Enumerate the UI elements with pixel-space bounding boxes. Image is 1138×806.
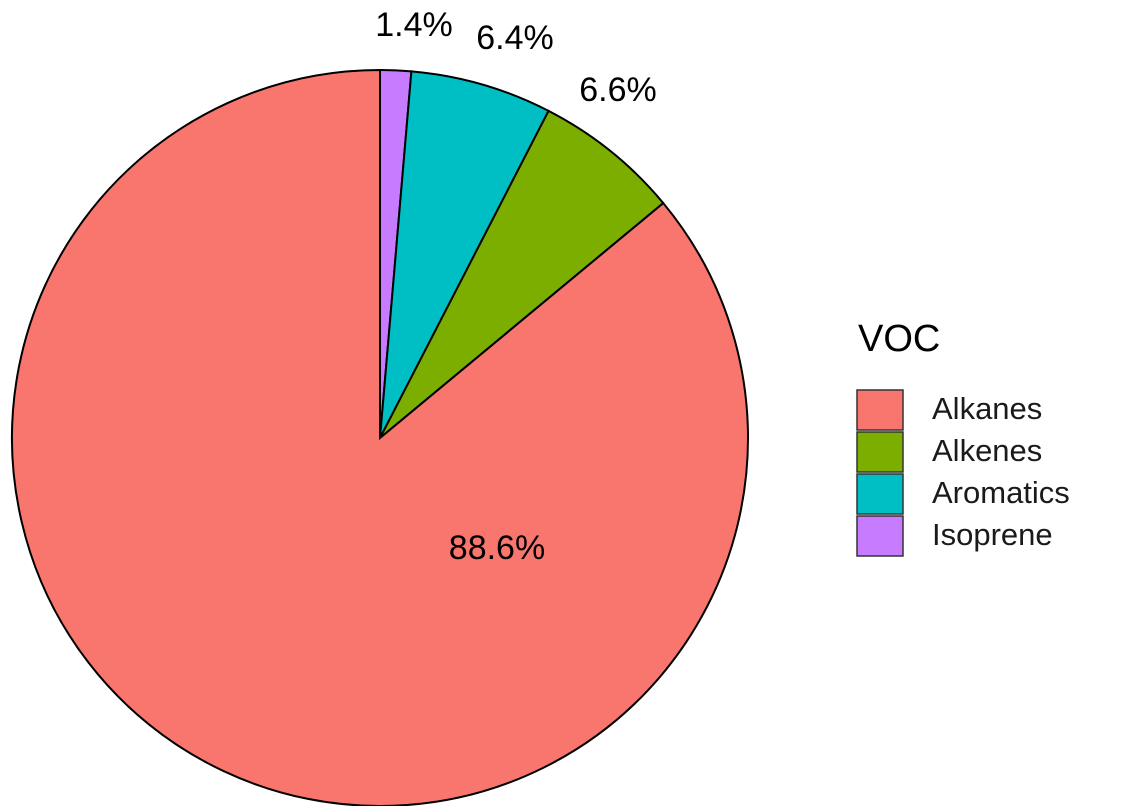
legend-key [856, 515, 904, 557]
data-label: 88.6% [449, 529, 545, 567]
pie-slice [11, 68, 749, 806]
legend-key [856, 473, 904, 515]
legend-label: Aromatics [932, 475, 1070, 510]
legend-label: Alkenes [932, 433, 1042, 468]
data-label: 1.4% [375, 6, 453, 44]
data-label: 6.4% [476, 19, 554, 57]
legend-key [856, 389, 904, 431]
legend-title: VOC [858, 318, 940, 360]
legend-key [856, 431, 904, 473]
pie-slice [379, 109, 665, 439]
legend-label: Isoprene [932, 517, 1053, 552]
legend-label: Alkanes [932, 391, 1042, 426]
data-label: 6.6% [579, 71, 657, 109]
pie-slice [379, 70, 550, 439]
